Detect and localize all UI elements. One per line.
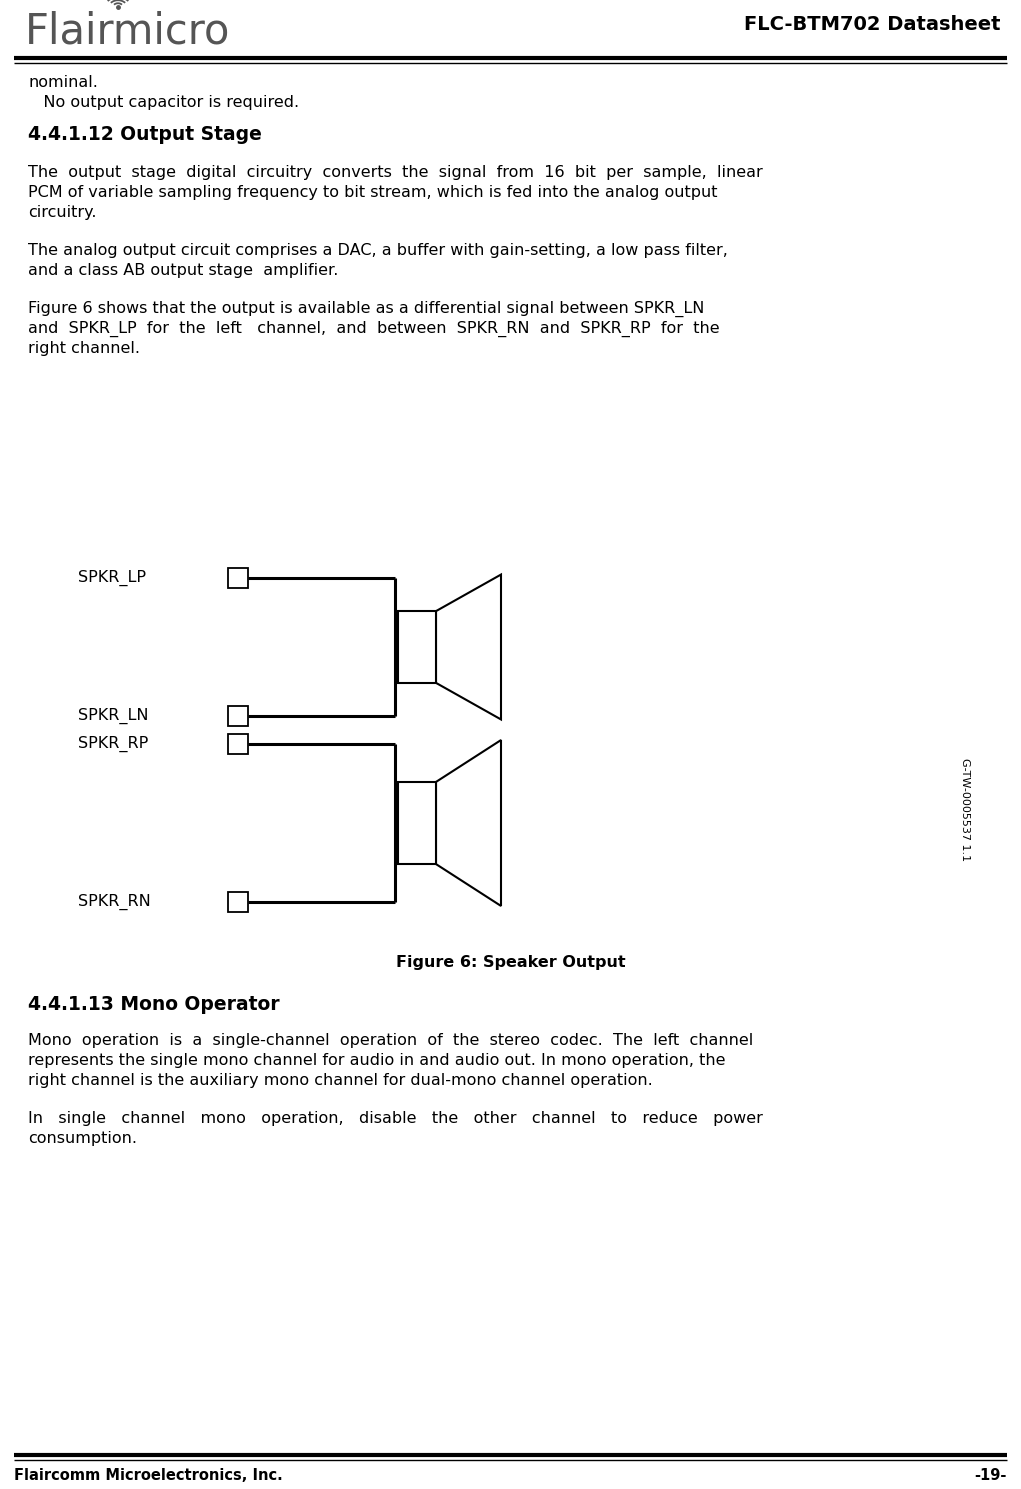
Text: consumption.: consumption.	[28, 1132, 137, 1147]
Text: right channel.: right channel.	[28, 341, 140, 356]
Text: Mono  operation  is  a  single-channel  operation  of  the  stereo  codec.  The : Mono operation is a single-channel opera…	[28, 1033, 753, 1048]
Text: Figure 6 shows that the output is available as a differential signal between SPK: Figure 6 shows that the output is availa…	[28, 301, 704, 317]
Text: Flaircomm Microelectronics, Inc.: Flaircomm Microelectronics, Inc.	[14, 1468, 283, 1483]
Bar	[228, 734, 248, 753]
Text: Figure 6: Speaker Output: Figure 6: Speaker Output	[396, 954, 626, 969]
Text: The analog output circuit comprises a DAC, a buffer with gain-setting, a low pas: The analog output circuit comprises a DA…	[28, 243, 728, 258]
Text: represents the single mono channel for audio in and audio out. In mono operation: represents the single mono channel for a…	[28, 1053, 726, 1068]
Text: PCM of variable sampling frequency to bit stream, which is fed into the analog o: PCM of variable sampling frequency to bi…	[28, 185, 718, 200]
Text: 4.4.1.13 Mono Operator: 4.4.1.13 Mono Operator	[28, 995, 280, 1014]
Text: No output capacitor is required.: No output capacitor is required.	[28, 95, 299, 110]
Text: SPKR_RP: SPKR_RP	[78, 736, 148, 752]
Text: -19-: -19-	[975, 1468, 1007, 1483]
Text: SPKR_LP: SPKR_LP	[78, 570, 146, 587]
Text: nominal.: nominal.	[28, 74, 98, 89]
Text: and a class AB output stage  amplifier.: and a class AB output stage amplifier.	[28, 264, 338, 278]
Polygon shape	[436, 740, 501, 905]
Text: G-TW-0005537 1.1: G-TW-0005537 1.1	[960, 758, 970, 862]
Bar	[228, 892, 248, 911]
Text: 4.4.1.12 Output Stage: 4.4.1.12 Output Stage	[28, 125, 261, 144]
Text: FLC-BTM702 Datasheet: FLC-BTM702 Datasheet	[743, 15, 1000, 34]
Polygon shape	[436, 575, 501, 719]
Bar	[398, 610, 436, 683]
Bar	[398, 782, 436, 864]
Bar	[228, 567, 248, 588]
Text: Flairmicro: Flairmicro	[25, 10, 231, 52]
Bar	[228, 706, 248, 727]
Text: SPKR_RN: SPKR_RN	[78, 893, 151, 910]
Text: circuitry.: circuitry.	[28, 205, 97, 220]
Text: and  SPKR_LP  for  the  left   channel,  and  between  SPKR_RN  and  SPKR_RP  fo: and SPKR_LP for the left channel, and be…	[28, 322, 720, 337]
Text: SPKR_LN: SPKR_LN	[78, 707, 148, 724]
Text: The  output  stage  digital  circuitry  converts  the  signal  from  16  bit  pe: The output stage digital circuitry conve…	[28, 165, 763, 180]
Text: In   single   channel   mono   operation,   disable   the   other   channel   to: In single channel mono operation, disabl…	[28, 1111, 763, 1126]
Text: right channel is the auxiliary mono channel for dual-mono channel operation.: right channel is the auxiliary mono chan…	[28, 1074, 652, 1088]
